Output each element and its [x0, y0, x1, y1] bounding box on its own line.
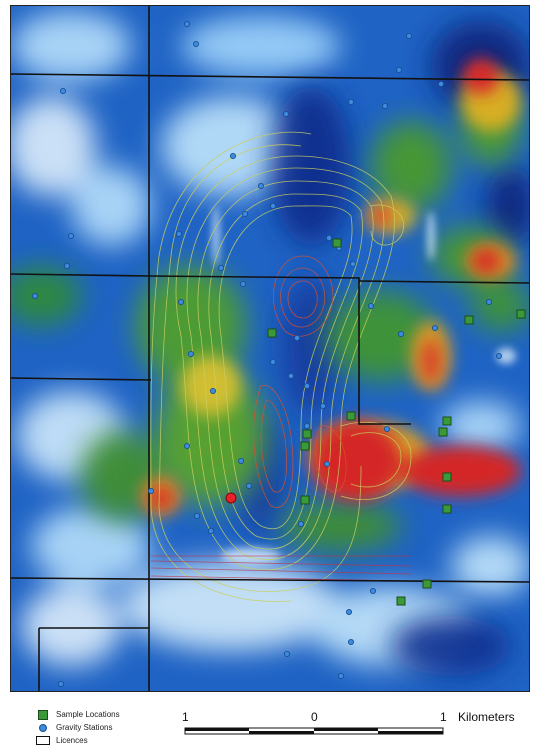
- gravity-station-marker[interactable]: [237, 457, 244, 464]
- map-frame[interactable]: [10, 5, 530, 692]
- gravity-station-marker[interactable]: [187, 350, 194, 357]
- gravity-station-marker[interactable]: [241, 210, 248, 217]
- gravity-station-marker[interactable]: [325, 234, 332, 241]
- scale-bar: 1 0 1 Kilometers: [178, 706, 528, 746]
- gravity-station-marker[interactable]: [495, 352, 502, 359]
- sample-locations-layer: [267, 238, 526, 606]
- gravity-station-marker[interactable]: [345, 609, 352, 616]
- gravity-station-marker[interactable]: [193, 512, 200, 519]
- gravity-station-marker[interactable]: [287, 372, 294, 379]
- gravity-station-marker[interactable]: [367, 302, 374, 309]
- gravity-station-marker[interactable]: [269, 202, 276, 209]
- gravity-station-marker[interactable]: [282, 111, 289, 118]
- sample-location-marker[interactable]: [302, 429, 312, 439]
- gravity-station-symbol: [36, 723, 50, 732]
- gravity-station-marker[interactable]: [437, 81, 444, 88]
- sample-location-marker[interactable]: [442, 472, 452, 482]
- licence-boundaries[interactable]: [11, 6, 529, 691]
- gravity-station-marker[interactable]: [192, 41, 199, 48]
- gravity-station-marker[interactable]: [283, 651, 290, 658]
- gravity-station-marker[interactable]: [229, 152, 236, 159]
- gravity-station-marker[interactable]: [293, 334, 300, 341]
- gravity-station-marker[interactable]: [323, 460, 330, 467]
- gravity-station-marker[interactable]: [239, 280, 246, 287]
- sample-location-marker[interactable]: [396, 596, 406, 606]
- gravity-station-marker[interactable]: [175, 230, 182, 237]
- scale-bar-graphic: [184, 727, 444, 735]
- gravity-station-marker[interactable]: [183, 20, 190, 27]
- gravity-station-marker[interactable]: [369, 588, 376, 595]
- gravity-station-marker[interactable]: [64, 262, 71, 269]
- sample-location-marker[interactable]: [442, 504, 452, 514]
- gravity-station-marker[interactable]: [397, 330, 404, 337]
- gravity-contours: [150, 131, 412, 602]
- gravity-station-marker[interactable]: [485, 298, 492, 305]
- gravity-station-marker[interactable]: [183, 442, 190, 449]
- gravity-station-marker[interactable]: [269, 358, 276, 365]
- gravity-station-marker[interactable]: [217, 264, 224, 271]
- gravity-station-marker[interactable]: [347, 639, 354, 646]
- sample-location-marker[interactable]: [267, 328, 277, 338]
- gravity-station-marker[interactable]: [58, 681, 65, 688]
- gravity-station-marker[interactable]: [337, 673, 344, 680]
- map-legend: Sample Locations Gravity Stations Licenc…: [36, 708, 196, 747]
- scale-unit-label: Kilometers: [458, 710, 515, 724]
- sample-location-marker[interactable]: [516, 309, 526, 319]
- sample-location-marker[interactable]: [300, 441, 310, 451]
- gravity-station-marker[interactable]: [347, 99, 354, 106]
- gravity-station-marker[interactable]: [209, 387, 216, 394]
- gravity-station-marker[interactable]: [177, 298, 184, 305]
- gravity-stations-layer: [31, 20, 502, 688]
- gravity-station-marker[interactable]: [383, 425, 390, 432]
- legend-row-gravity: Gravity Stations: [36, 721, 196, 734]
- gravity-station-marker[interactable]: [405, 32, 412, 39]
- legend-label-gravity: Gravity Stations: [56, 723, 113, 732]
- sample-location-marker[interactable]: [442, 416, 452, 426]
- sample-location-marker[interactable]: [464, 315, 474, 325]
- gravity-station-marker[interactable]: [303, 382, 310, 389]
- gravity-station-marker[interactable]: [297, 521, 304, 528]
- highlighted-sample-marker[interactable]: [225, 492, 237, 504]
- legend-label-licence: Licences: [56, 736, 88, 745]
- sample-location-marker[interactable]: [438, 427, 448, 437]
- gravity-station-marker[interactable]: [245, 482, 252, 489]
- legend-label-sample: Sample Locations: [56, 710, 120, 719]
- licence-symbol: [36, 736, 50, 745]
- sample-location-symbol: [36, 709, 50, 720]
- sample-location-marker[interactable]: [300, 495, 310, 505]
- gravity-station-marker[interactable]: [349, 260, 356, 267]
- legend-row-licence: Licences: [36, 734, 196, 747]
- gravity-station-marker[interactable]: [303, 422, 310, 429]
- gravity-station-marker[interactable]: [207, 528, 214, 535]
- gravity-station-marker[interactable]: [395, 67, 402, 74]
- sample-location-marker[interactable]: [346, 411, 356, 421]
- scale-label-right: 1: [440, 710, 447, 724]
- sample-location-marker[interactable]: [422, 579, 432, 589]
- gravity-station-marker[interactable]: [319, 402, 326, 409]
- sample-location-marker[interactable]: [332, 238, 342, 248]
- gravity-station-marker[interactable]: [68, 232, 75, 239]
- gravity-anomaly-map[interactable]: [11, 6, 529, 691]
- gravity-station-marker[interactable]: [147, 487, 154, 494]
- legend-row-sample: Sample Locations: [36, 708, 196, 721]
- gravity-station-marker[interactable]: [381, 103, 388, 110]
- gravity-station-marker[interactable]: [60, 88, 67, 95]
- scale-label-left: 1: [182, 710, 189, 724]
- gravity-station-marker[interactable]: [31, 292, 38, 299]
- scale-label-mid: 0: [311, 710, 318, 724]
- gravity-station-marker[interactable]: [431, 324, 438, 331]
- gravity-station-marker[interactable]: [257, 182, 264, 189]
